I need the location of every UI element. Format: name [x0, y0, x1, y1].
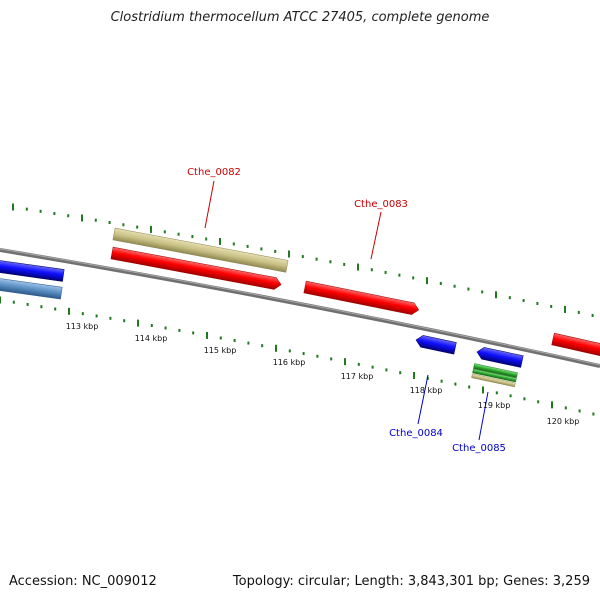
- kbp-labels: 113 kbp 114 kbp 115 kbp 116 kbp 117 kbp …: [66, 322, 580, 426]
- gene-label-cthe-0082[interactable]: Cthe_0082: [187, 167, 241, 178]
- kbp-label: 119 kbp: [478, 401, 511, 410]
- kbp-label: 113 kbp: [66, 322, 99, 331]
- genome-backbone: [0, 248, 600, 368]
- callout-line-0084: [417, 374, 429, 425]
- gene-cthe-0082[interactable]: [110, 246, 282, 290]
- feature-steel[interactable]: [0, 277, 63, 300]
- gene-label-cthe-0085[interactable]: Cthe_0085: [452, 443, 506, 454]
- accession-text: Accession: NC_009012: [9, 574, 157, 589]
- kbp-label: 120 kbp: [547, 417, 580, 426]
- outer-tick-row: [12, 203, 594, 317]
- callout-line-0082: [204, 180, 215, 229]
- kbp-label: 114 kbp: [135, 334, 168, 343]
- gene-left-blue[interactable]: [0, 259, 65, 282]
- map-title: Clostridium thermocellum ATCC 27405, com…: [110, 10, 490, 25]
- gene-right-edge[interactable]: [551, 332, 600, 359]
- gene-label-cthe-0083[interactable]: Cthe_0083: [354, 199, 408, 210]
- gene-cthe-0085[interactable]: [476, 346, 524, 368]
- inner-tick-row: [0, 296, 595, 416]
- gene-label-cthe-0084[interactable]: Cthe_0084: [389, 428, 443, 439]
- kbp-label: 118 kbp: [410, 386, 443, 395]
- kbp-label: 116 kbp: [273, 358, 306, 367]
- gene-cthe-0084[interactable]: [415, 334, 457, 355]
- genome-summary-text: Topology: circular; Length: 3,843,301 bp…: [232, 574, 590, 589]
- kbp-label: 115 kbp: [204, 346, 237, 355]
- gene-cthe-0083[interactable]: [303, 280, 420, 316]
- kbp-label: 117 kbp: [341, 372, 374, 381]
- feature-green[interactable]: [471, 363, 518, 388]
- feature-khaki[interactable]: [112, 227, 289, 273]
- callout-line-0085: [478, 391, 489, 441]
- callout-line-0083: [370, 211, 382, 260]
